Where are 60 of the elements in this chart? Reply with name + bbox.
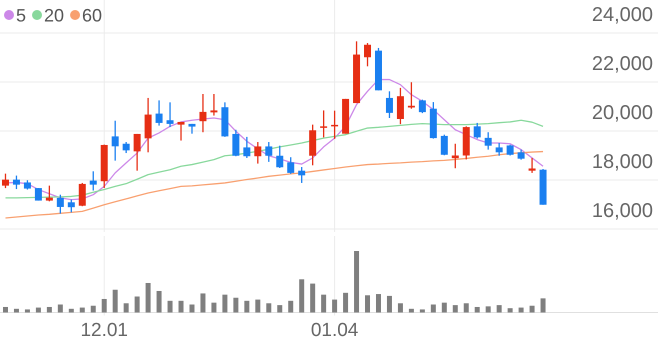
bar [222,294,228,312]
bar [408,308,414,312]
bar [464,303,469,312]
bar [102,298,107,312]
bar [124,303,129,312]
bar [255,300,260,312]
bar [189,304,194,312]
x-tick-label: 01.04 [310,320,359,341]
bar [244,300,250,312]
bar [146,282,151,312]
bar [178,300,184,312]
bar [24,309,30,312]
y-tick-label: 18,000 [592,151,653,173]
bar [288,300,294,312]
legend-label: 5 [16,6,26,26]
legend-label: 60 [82,6,102,26]
bar [474,306,480,312]
bar [376,294,381,312]
y-tick-label: 16,000 [592,200,653,222]
bar [452,305,458,312]
bar [168,300,173,312]
bar [46,306,52,312]
bar [14,308,19,312]
bar [508,308,513,312]
y-tick-label: 20,000 [592,102,653,124]
y-tick-label: 24,000 [592,4,653,26]
bar [58,304,63,312]
bar [486,306,491,312]
x-tick-label: 12.01 [80,320,128,341]
bar [134,296,140,312]
bar [2,306,8,312]
bar [332,300,338,312]
bar [430,304,436,312]
bar [398,303,403,312]
bar [68,308,74,312]
legend-label: 20 [44,6,64,26]
bar [442,302,447,312]
bar [233,298,238,312]
bar [386,296,392,312]
bar [266,303,272,312]
bar [343,292,348,312]
bar [36,308,41,312]
bar [80,308,85,312]
bar [277,305,282,312]
bar [354,251,360,312]
bar [211,302,216,312]
bar [299,279,304,312]
bar [365,295,370,312]
y-tick-label: 22,000 [592,53,653,75]
bar [156,290,162,312]
bar [200,293,206,312]
bar [90,306,96,312]
bar [530,306,535,312]
bar [496,305,502,312]
bar [310,284,316,312]
bar [420,309,425,312]
bar [112,290,118,312]
bar [518,308,524,312]
bar [321,294,326,312]
bar [540,298,546,312]
